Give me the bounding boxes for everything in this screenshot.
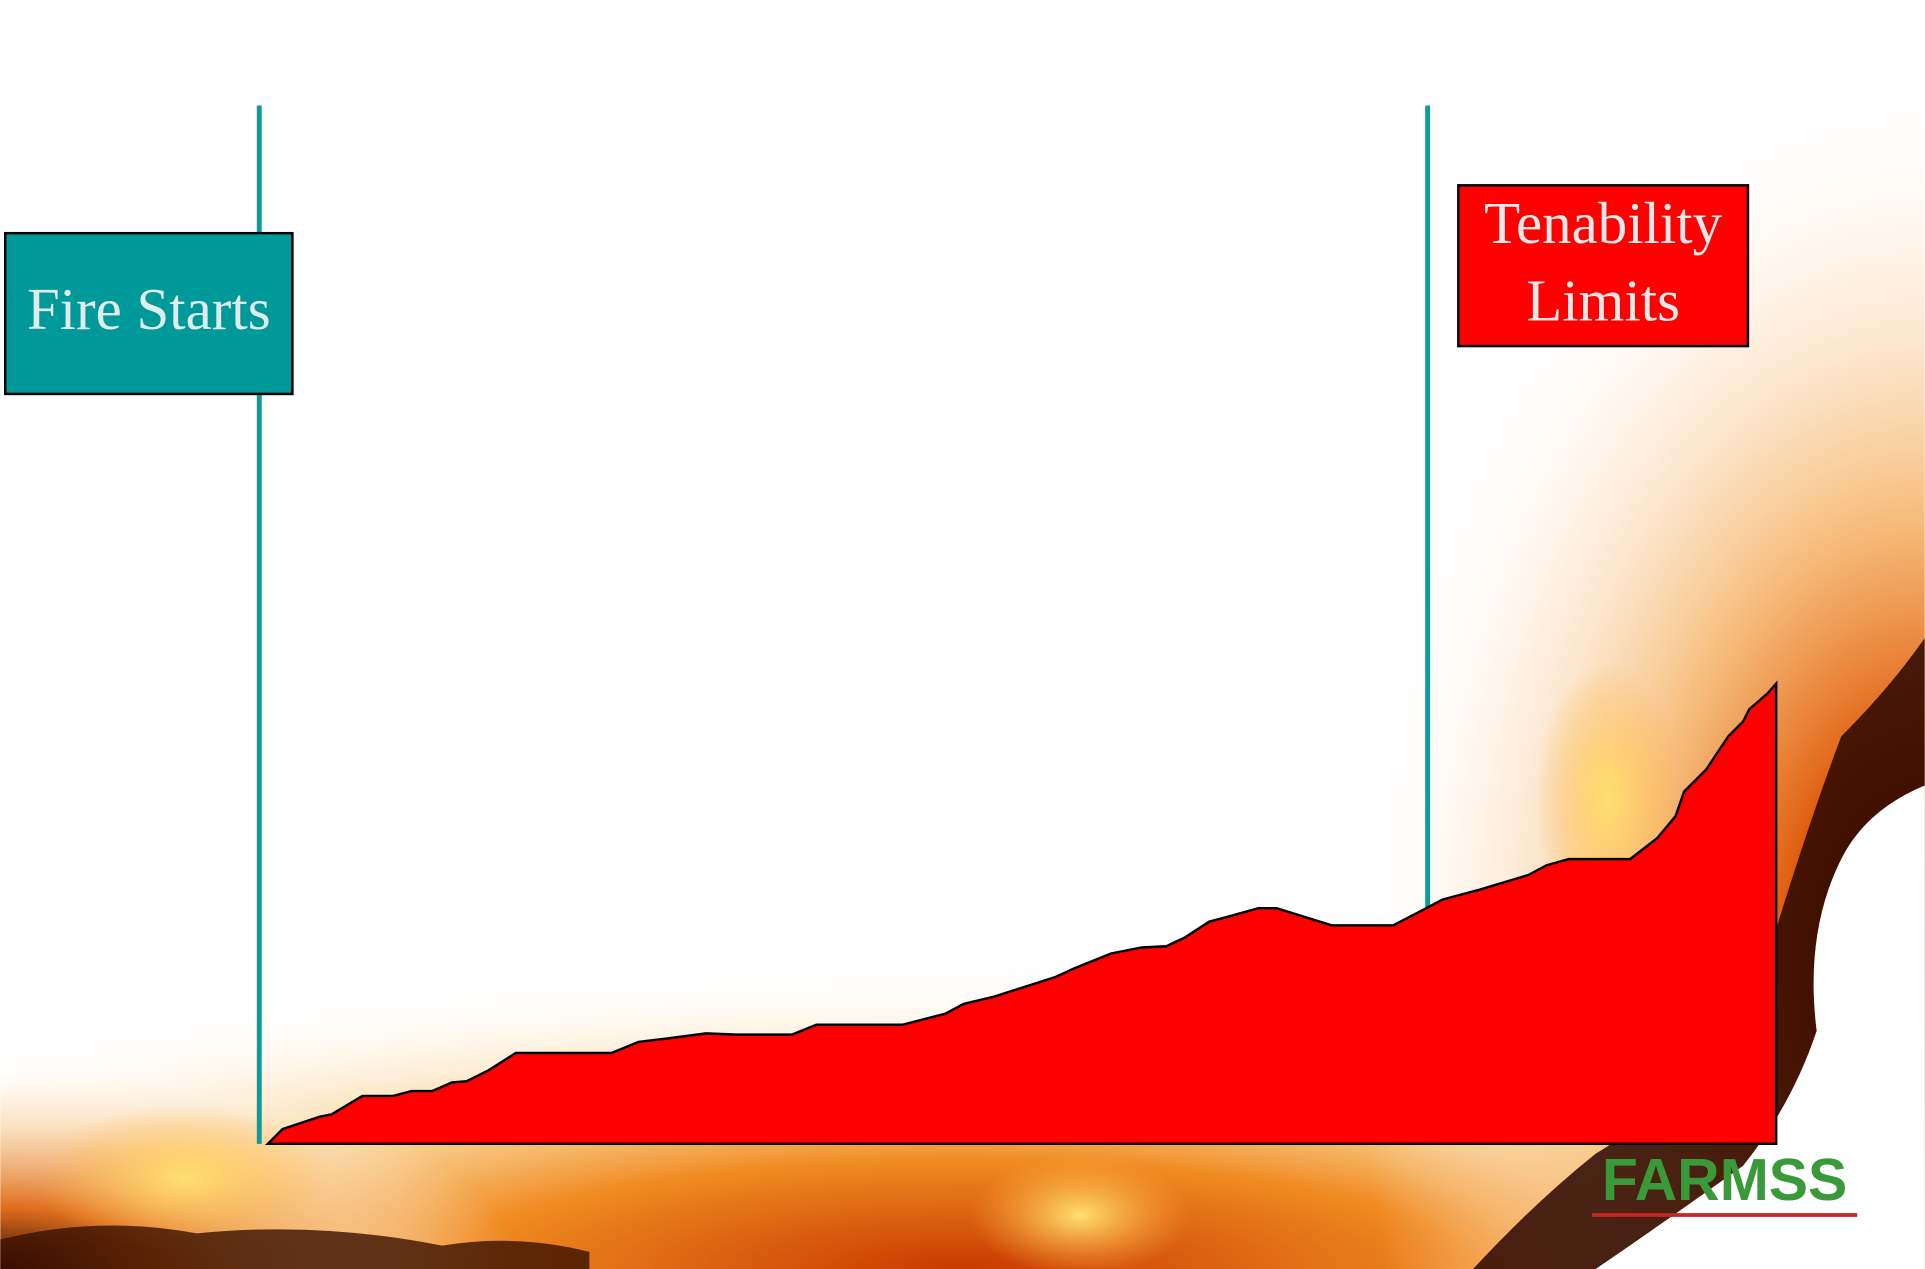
fire-growth-area — [264, 680, 1778, 1146]
tenability-label: Limits — [1526, 268, 1680, 333]
logo: FARMSS — [1602, 1148, 1847, 1213]
tenability-box — [1457, 184, 1750, 348]
fire-starts-box — [3, 231, 294, 396]
fire-starts-label: Fire Starts — [27, 277, 271, 342]
tenability-label: Tenability — [1484, 191, 1722, 256]
